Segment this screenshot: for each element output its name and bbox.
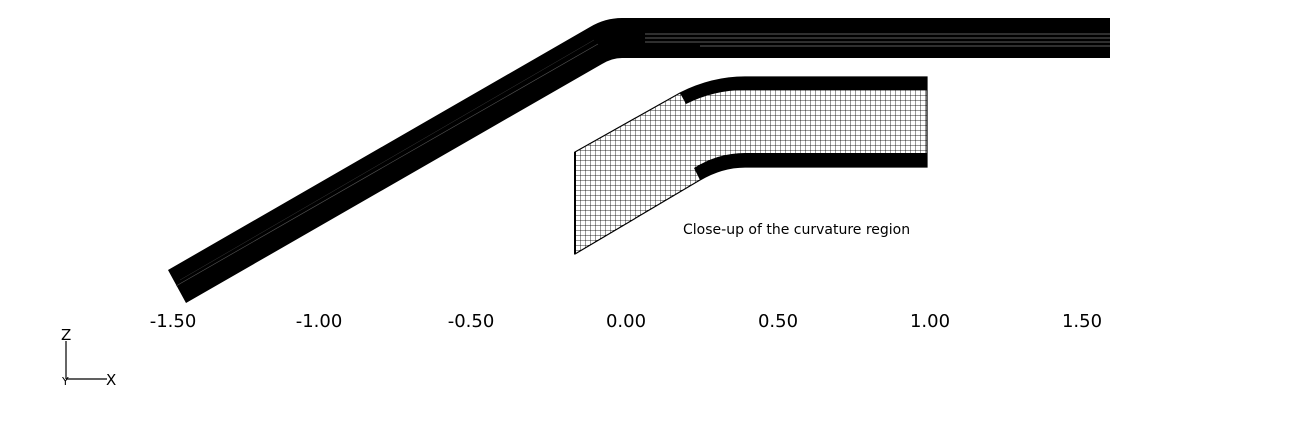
pipe-mesh-inclined-lines-2: [179, 39, 595, 281]
x-tick-label: -1.00: [296, 311, 343, 332]
triad-vertical-label: Z: [61, 326, 71, 344]
curvature-closeup: Close-up of the curvature region: [574, 76, 928, 256]
closeup-mesh-bottom-band-bend: [694, 153, 745, 180]
pipe-mesh: [168, 18, 1110, 303]
pipe-mesh-horizontal-lines: [645, 33, 1110, 47]
orientation-triad: Z X Y: [61, 326, 116, 389]
x-tick-label: 0.50: [758, 311, 798, 332]
closeup-mesh-top-band-bend: [680, 77, 745, 104]
triad-horizontal-label: X: [106, 371, 116, 389]
closeup-caption: Close-up of the curvature region: [683, 222, 910, 238]
x-tick-label: 0.00: [606, 311, 646, 332]
closeup-mesh-top-band: [745, 77, 927, 90]
closeup-mesh-bottom-band: [745, 153, 927, 167]
triad-origin-label: Y: [61, 375, 69, 388]
x-tick-label: -0.50: [448, 311, 495, 332]
x-tick-label: 1.50: [1062, 311, 1102, 332]
pipe-mesh-body: [168, 18, 1110, 303]
x-tick-label: -1.50: [150, 311, 197, 332]
x-tick-label: 1.00: [910, 311, 950, 332]
pipe-mesh-inclined-lines: [175, 43, 599, 287]
x-axis: -1.50 -1.00 -0.50 0.00 0.50 1.00 1.50: [150, 311, 1102, 332]
